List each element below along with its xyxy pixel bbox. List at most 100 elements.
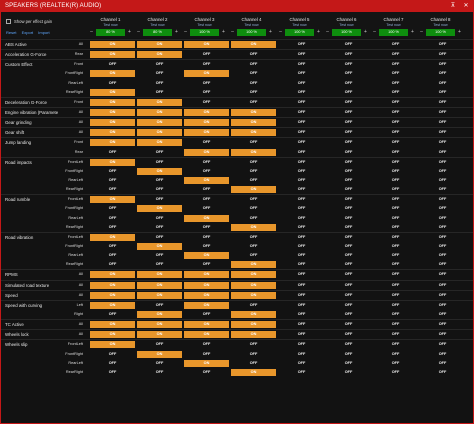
toggle-channel-6[interactable]: OFF [344, 109, 353, 114]
toggle-channel-4[interactable]: ON [231, 281, 276, 289]
toggle-channel-8[interactable]: OFF [438, 149, 447, 154]
volume-decrease-button[interactable]: – [420, 29, 423, 35]
toggle-channel-8[interactable]: OFF [438, 99, 447, 104]
test-now-link[interactable]: Test now [150, 23, 165, 27]
toggle-channel-2[interactable]: OFF [155, 302, 164, 307]
toggle-channel-6[interactable]: OFF [344, 89, 353, 94]
toggle-channel-3[interactable]: OFF [202, 187, 211, 192]
toggle-channel-5[interactable]: OFF [297, 62, 306, 67]
toggle-channel-7[interactable]: OFF [391, 360, 400, 365]
volume-decrease-button[interactable]: – [90, 29, 93, 35]
toggle-channel-3[interactable]: OFF [202, 342, 211, 347]
toggle-channel-1[interactable]: ON [90, 331, 135, 339]
volume-increase-button[interactable]: + [222, 29, 225, 35]
toggle-channel-2[interactable]: OFF [155, 234, 164, 239]
toggle-channel-1[interactable]: ON [90, 281, 135, 289]
toggle-channel-7[interactable]: OFF [391, 89, 400, 94]
toggle-channel-1[interactable]: OFF [108, 215, 117, 220]
toggle-channel-2[interactable]: OFF [155, 253, 164, 258]
toggle-channel-6[interactable]: OFF [344, 351, 353, 356]
toggle-channel-1[interactable]: ON [90, 51, 135, 59]
toggle-channel-6[interactable]: OFF [344, 292, 353, 297]
toggle-channel-2[interactable]: ON [137, 51, 182, 59]
toggle-channel-1[interactable]: OFF [108, 369, 117, 374]
volume-decrease-button[interactable]: – [279, 29, 282, 35]
toggle-channel-4[interactable]: OFF [249, 177, 258, 182]
import-link[interactable]: Import [38, 30, 50, 35]
toggle-channel-1[interactable]: ON [90, 291, 135, 299]
toggle-channel-5[interactable]: OFF [297, 89, 306, 94]
toggle-channel-1[interactable]: ON [90, 233, 135, 241]
toggle-channel-4[interactable]: ON [231, 271, 276, 279]
volume-bar[interactable]: 80 % [143, 29, 172, 36]
toggle-channel-3[interactable]: OFF [202, 351, 211, 356]
toggle-channel-7[interactable]: OFF [391, 351, 400, 356]
toggle-channel-8[interactable]: OFF [438, 71, 447, 76]
toggle-channel-7[interactable]: OFF [391, 187, 400, 192]
toggle-channel-8[interactable]: OFF [438, 109, 447, 114]
toggle-channel-8[interactable]: OFF [438, 369, 447, 374]
toggle-channel-3[interactable]: OFF [202, 262, 211, 267]
toggle-channel-3[interactable]: ON [184, 129, 229, 137]
volume-decrease-button[interactable]: – [231, 29, 234, 35]
toggle-channel-6[interactable]: OFF [344, 159, 353, 164]
toggle-channel-3[interactable]: ON [184, 148, 229, 156]
toggle-channel-1[interactable]: ON [90, 98, 135, 106]
toggle-channel-5[interactable]: OFF [297, 120, 306, 125]
toggle-channel-1[interactable]: OFF [108, 243, 117, 248]
toggle-channel-4[interactable]: OFF [249, 80, 258, 85]
toggle-channel-5[interactable]: OFF [297, 52, 306, 57]
toggle-channel-7[interactable]: OFF [391, 120, 400, 125]
toggle-channel-6[interactable]: OFF [344, 369, 353, 374]
pin-icon[interactable]: ⊼ [450, 3, 456, 9]
toggle-channel-2[interactable]: ON [137, 119, 182, 127]
toggle-channel-1[interactable]: ON [90, 119, 135, 127]
toggle-channel-4[interactable]: ON [231, 186, 276, 194]
toggle-channel-8[interactable]: OFF [438, 332, 447, 337]
toggle-channel-6[interactable]: OFF [344, 168, 353, 173]
toggle-channel-7[interactable]: OFF [391, 224, 400, 229]
volume-increase-button[interactable]: + [128, 29, 131, 35]
toggle-channel-2[interactable]: ON [137, 129, 182, 137]
toggle-channel-3[interactable]: OFF [202, 224, 211, 229]
toggle-channel-5[interactable]: OFF [297, 351, 306, 356]
toggle-channel-1[interactable]: OFF [108, 62, 117, 67]
toggle-channel-6[interactable]: OFF [344, 224, 353, 229]
toggle-channel-7[interactable]: OFF [391, 52, 400, 57]
toggle-channel-2[interactable]: OFF [155, 177, 164, 182]
toggle-channel-7[interactable]: OFF [391, 215, 400, 220]
toggle-channel-8[interactable]: OFF [438, 42, 447, 46]
reset-link[interactable]: Reset [6, 30, 17, 35]
toggle-channel-5[interactable]: OFF [297, 243, 306, 248]
toggle-channel-2[interactable]: OFF [155, 62, 164, 67]
toggle-channel-2[interactable]: OFF [155, 369, 164, 374]
toggle-channel-8[interactable]: OFF [438, 197, 447, 202]
toggle-channel-4[interactable]: ON [231, 310, 276, 318]
test-now-link[interactable]: Test now [433, 23, 448, 27]
toggle-channel-5[interactable]: OFF [297, 130, 306, 135]
volume-increase-button[interactable]: + [269, 29, 272, 35]
toggle-channel-4[interactable]: OFF [249, 253, 258, 258]
toggle-channel-4[interactable]: OFF [249, 342, 258, 347]
toggle-channel-5[interactable]: OFF [297, 360, 306, 365]
toggle-channel-1[interactable]: ON [90, 341, 135, 349]
toggle-channel-2[interactable]: ON [137, 41, 182, 48]
volume-decrease-button[interactable]: – [184, 29, 187, 35]
toggle-channel-7[interactable]: OFF [391, 262, 400, 267]
toggle-channel-8[interactable]: OFF [438, 302, 447, 307]
test-now-link[interactable]: Test now [103, 23, 118, 27]
toggle-channel-6[interactable]: OFF [344, 197, 353, 202]
volume-decrease-button[interactable]: – [373, 29, 376, 35]
test-now-link[interactable]: Test now [197, 23, 212, 27]
toggle-channel-6[interactable]: OFF [344, 206, 353, 211]
test-now-link[interactable]: Test now [339, 23, 354, 27]
toggle-channel-3[interactable]: OFF [202, 99, 211, 104]
toggle-channel-7[interactable]: OFF [391, 332, 400, 337]
toggle-channel-4[interactable]: OFF [249, 360, 258, 365]
toggle-channel-5[interactable]: OFF [297, 197, 306, 202]
toggle-channel-8[interactable]: OFF [438, 159, 447, 164]
toggle-channel-4[interactable]: ON [231, 41, 276, 48]
toggle-channel-6[interactable]: OFF [344, 140, 353, 145]
toggle-channel-2[interactable]: OFF [155, 71, 164, 76]
toggle-channel-6[interactable]: OFF [344, 311, 353, 316]
